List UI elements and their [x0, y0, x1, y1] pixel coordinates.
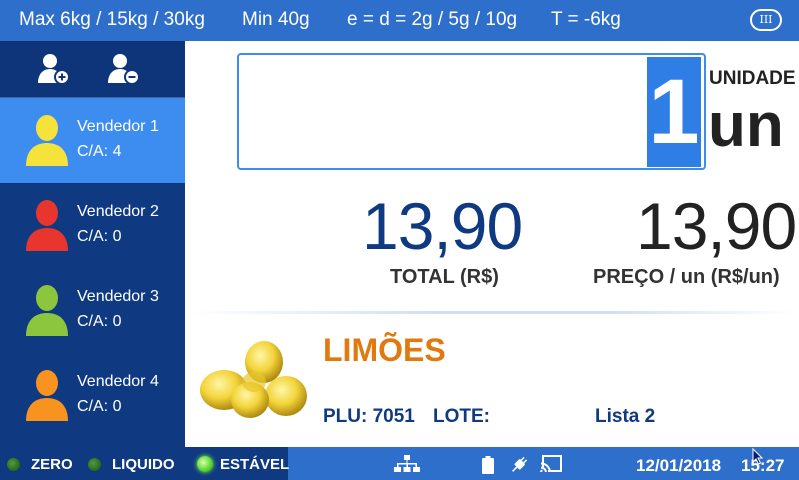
seller-count: C/A: 4: [77, 143, 122, 160]
indicator-panel: [0, 447, 288, 480]
liquido-indicator-icon: [88, 458, 101, 471]
seller-actions: [0, 41, 185, 98]
liquido-label: LIQUIDO: [112, 456, 175, 473]
network-icon: [394, 455, 420, 472]
time-text: 15:27: [741, 456, 785, 475]
quantity-value: 1: [647, 57, 701, 167]
remove-seller-button[interactable]: [106, 51, 142, 87]
max-capacity-text: Max 6kg / 15kg / 30kg: [19, 9, 205, 30]
price-list: Lista 2: [595, 406, 656, 427]
product-plu: PLU: 7051: [323, 406, 415, 427]
unit-price-value: 13,90: [636, 189, 797, 263]
tare-text: T = -6kg: [551, 9, 621, 30]
seller-name: Vendedor 2: [77, 203, 159, 220]
battery-icon: [482, 456, 494, 474]
user-avatar-icon: [26, 285, 68, 336]
unit-label: UNIDADE: [709, 68, 796, 89]
total-label: TOTAL (R$): [390, 266, 499, 288]
product-lot: LOTE:: [433, 406, 490, 427]
user-avatar-icon: [26, 370, 68, 421]
unit-price-label: PREÇO / un (R$/un): [593, 266, 780, 288]
total-value: 13,90: [362, 189, 523, 263]
min-capacity-text: Min 40g: [242, 9, 310, 30]
seller-count: C/A: 0: [77, 228, 122, 245]
cast-icon: [540, 455, 562, 473]
user-avatar-icon: [26, 115, 68, 166]
seller-item-3[interactable]: Vendedor 3 C/A: 0: [0, 268, 185, 353]
seller-item-2[interactable]: Vendedor 2 C/A: 0: [0, 183, 185, 268]
remove-user-icon: [108, 54, 140, 85]
seller-item-4[interactable]: Vendedor 4 C/A: 0: [0, 353, 185, 438]
seller-sidebar: Vendedor 1 C/A: 4 Vendedor 2 C/A: 0 Vend…: [0, 41, 185, 447]
product-name: LIMÕES: [323, 332, 446, 368]
seller-name: Vendedor 3: [77, 288, 159, 305]
date-text: 12/01/2018: [636, 456, 722, 475]
lemons-image: [200, 341, 307, 418]
add-user-icon: [38, 54, 70, 85]
zero-indicator-icon: [7, 458, 20, 471]
seller-count: C/A: 0: [77, 398, 122, 415]
division-text: e = d = 2g / 5g / 10g: [347, 9, 518, 30]
status-footer: ZERO LIQUIDO ESTÁVEL 12/01/2018 15:27: [0, 447, 799, 480]
divider: [185, 311, 799, 314]
seller-name: Vendedor 4: [77, 373, 159, 390]
zero-label: ZERO: [31, 456, 73, 473]
stable-indicator-icon: [197, 456, 213, 472]
quantity-input[interactable]: [237, 53, 706, 170]
stable-label: ESTÁVEL: [220, 456, 290, 473]
add-seller-button[interactable]: [36, 51, 72, 87]
user-avatar-icon: [26, 200, 68, 251]
seller-item-1[interactable]: Vendedor 1 C/A: 4: [0, 98, 185, 183]
unit-value: un: [708, 91, 784, 160]
accuracy-class-badge: III: [750, 9, 782, 31]
mouse-cursor-icon: [752, 448, 763, 465]
seller-name: Vendedor 1: [77, 118, 159, 135]
seller-count: C/A: 0: [77, 313, 122, 330]
status-header: Max 6kg / 15kg / 30kg Min 40g e = d = 2g…: [0, 0, 799, 41]
power-plug-icon: [512, 456, 528, 472]
